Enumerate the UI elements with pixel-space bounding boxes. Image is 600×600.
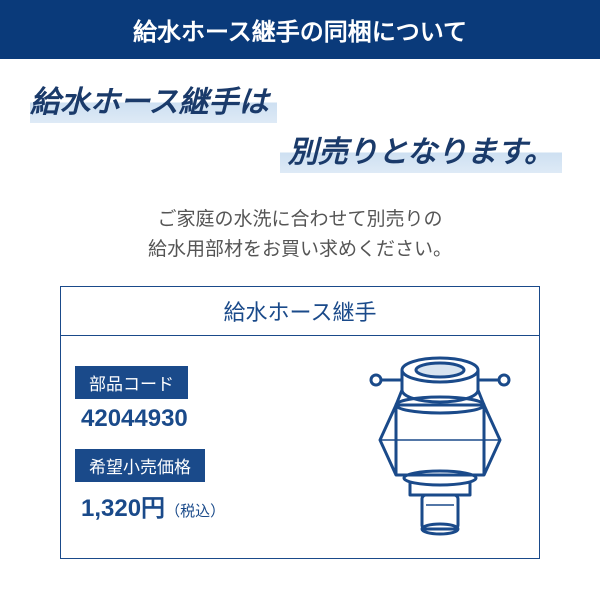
price-label: 希望小売価格	[75, 449, 205, 482]
header-bar: 給水ホース継手の同梱について	[0, 0, 600, 59]
part-code-label: 部品コード	[75, 366, 188, 399]
info-left: 部品コード 42044930 希望小売価格 1,320円（税込）	[75, 366, 355, 523]
price-value: 1,320円（税込）	[81, 488, 355, 523]
subtitle-line-1: 給水ホース継手は	[30, 77, 277, 123]
header-title: 給水ホース継手の同梱について	[133, 19, 467, 46]
info-box-title: 給水ホース継手	[61, 287, 539, 336]
info-box-body: 部品コード 42044930 希望小売価格 1,320円（税込）	[61, 336, 539, 558]
body-line-2: 給水用部材をお買い求めください。	[0, 235, 600, 265]
price-amount: 1,320円	[81, 495, 165, 522]
illustration-area	[355, 350, 525, 540]
body-text: ご家庭の水洗に合わせて別売りの 給水用部材をお買い求めください。	[0, 205, 600, 266]
info-box: 給水ホース継手 部品コード 42044930 希望小売価格 1,320円（税込）	[60, 286, 540, 559]
subtitle-line-2: 別売りとなります。	[280, 127, 562, 173]
hose-joint-icon	[360, 350, 520, 540]
body-line-1: ご家庭の水洗に合わせて別売りの	[0, 205, 600, 235]
part-code-value: 42044930	[81, 405, 355, 433]
subtitle-area: 給水ホース継手は 別売りとなります。	[0, 59, 600, 183]
tax-note: （税込）	[165, 503, 225, 520]
